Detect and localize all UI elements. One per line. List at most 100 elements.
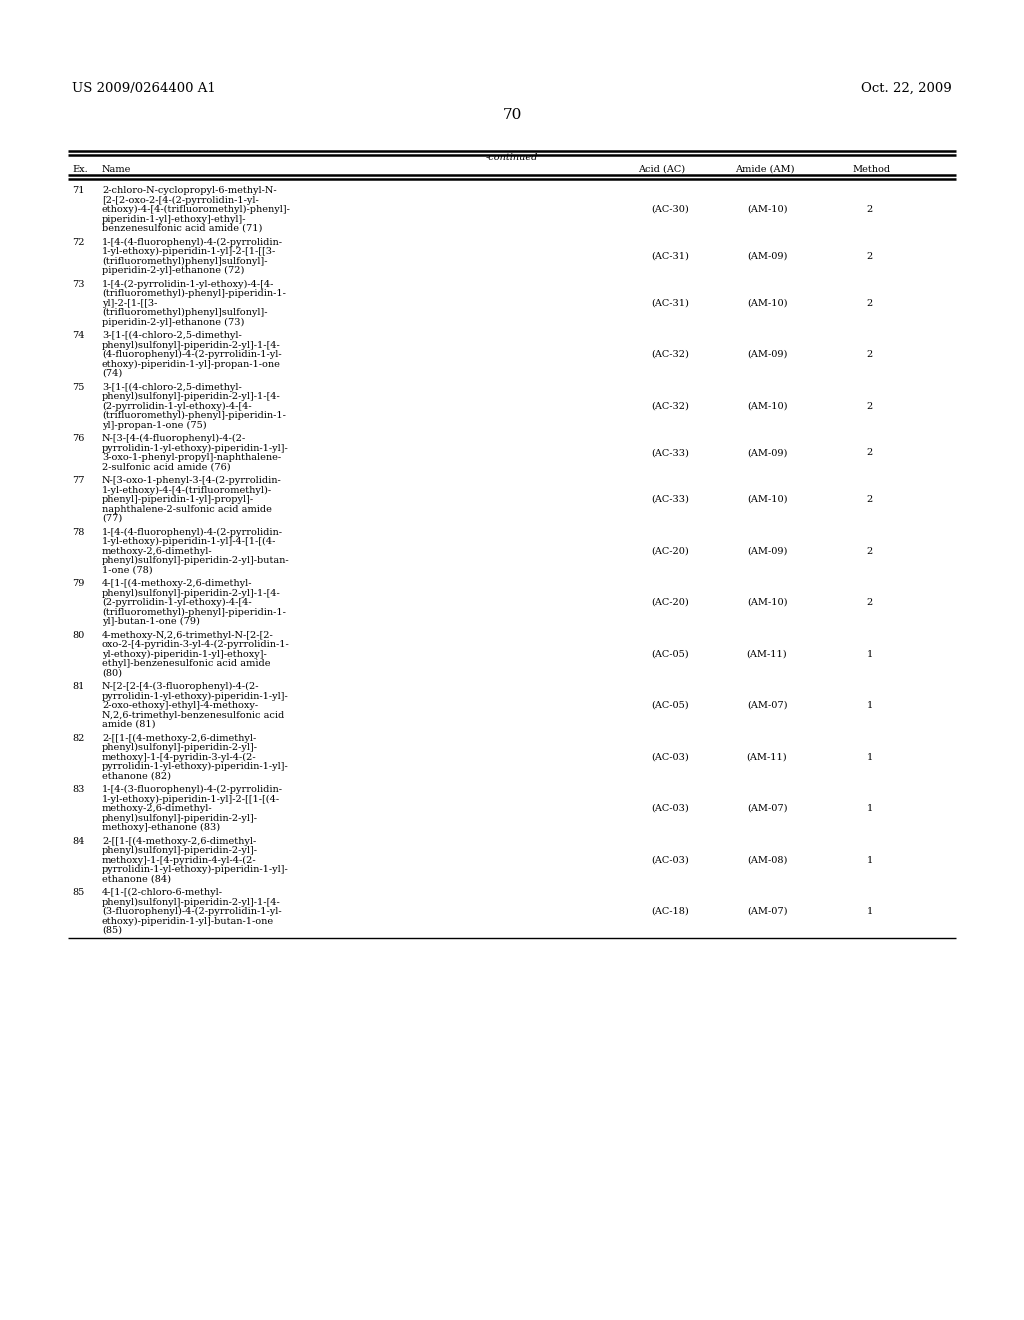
Text: 2-oxo-ethoxy]-ethyl]-4-methoxy-: 2-oxo-ethoxy]-ethyl]-4-methoxy- <box>102 701 258 710</box>
Text: 78: 78 <box>72 528 84 536</box>
Text: 79: 79 <box>72 579 84 587</box>
Text: (AC-32): (AC-32) <box>651 350 689 359</box>
Text: methoxy]-1-[4-pyridin-3-yl-4-(2-: methoxy]-1-[4-pyridin-3-yl-4-(2- <box>102 752 257 762</box>
Text: (AM-10): (AM-10) <box>746 598 787 607</box>
Text: phenyl]-piperidin-1-yl]-propyl]-: phenyl]-piperidin-1-yl]-propyl]- <box>102 495 254 504</box>
Text: (AM-09): (AM-09) <box>746 449 787 457</box>
Text: 2-chloro-N-cyclopropyl-6-methyl-N-: 2-chloro-N-cyclopropyl-6-methyl-N- <box>102 186 276 195</box>
Text: pyrrolidin-1-yl-ethoxy)-piperidin-1-yl]-: pyrrolidin-1-yl-ethoxy)-piperidin-1-yl]- <box>102 444 289 453</box>
Text: (trifluoromethyl)phenyl]sulfonyl]-: (trifluoromethyl)phenyl]sulfonyl]- <box>102 308 267 317</box>
Text: (AM-08): (AM-08) <box>746 855 787 865</box>
Text: N-[3-oxo-1-phenyl-3-[4-(2-pyrrolidin-: N-[3-oxo-1-phenyl-3-[4-(2-pyrrolidin- <box>102 477 282 486</box>
Text: 82: 82 <box>72 734 84 743</box>
Text: (AM-11): (AM-11) <box>746 649 787 659</box>
Text: methoxy]-1-[4-pyridin-4-yl-4-(2-: methoxy]-1-[4-pyridin-4-yl-4-(2- <box>102 855 257 865</box>
Text: (AM-10): (AM-10) <box>746 495 787 504</box>
Text: [2-[2-oxo-2-[4-(2-pyrrolidin-1-yl-: [2-[2-oxo-2-[4-(2-pyrrolidin-1-yl- <box>102 195 259 205</box>
Text: 1-[4-(3-fluorophenyl)-4-(2-pyrrolidin-: 1-[4-(3-fluorophenyl)-4-(2-pyrrolidin- <box>102 785 283 795</box>
Text: piperidin-1-yl]-ethoxy]-ethyl]-: piperidin-1-yl]-ethoxy]-ethyl]- <box>102 215 247 223</box>
Text: N,2,6-trimethyl-benzenesulfonic acid: N,2,6-trimethyl-benzenesulfonic acid <box>102 710 285 719</box>
Text: 1-yl-ethoxy)-4-[4-(trifluoromethyl)-: 1-yl-ethoxy)-4-[4-(trifluoromethyl)- <box>102 486 272 495</box>
Text: 2: 2 <box>867 252 873 261</box>
Text: 2: 2 <box>867 205 873 214</box>
Text: (AM-07): (AM-07) <box>746 701 787 710</box>
Text: 1-[4-(2-pyrrolidin-1-yl-ethoxy)-4-[4-: 1-[4-(2-pyrrolidin-1-yl-ethoxy)-4-[4- <box>102 280 274 289</box>
Text: 76: 76 <box>72 434 84 444</box>
Text: 2: 2 <box>867 598 873 607</box>
Text: phenyl)sulfonyl]-piperidin-2-yl]-1-[4-: phenyl)sulfonyl]-piperidin-2-yl]-1-[4- <box>102 392 281 401</box>
Text: 2: 2 <box>867 298 873 308</box>
Text: pyrrolidin-1-yl-ethoxy)-piperidin-1-yl]-: pyrrolidin-1-yl-ethoxy)-piperidin-1-yl]- <box>102 762 289 771</box>
Text: US 2009/0264400 A1: US 2009/0264400 A1 <box>72 82 216 95</box>
Text: (AC-31): (AC-31) <box>651 252 689 261</box>
Text: 2-sulfonic acid amide (76): 2-sulfonic acid amide (76) <box>102 462 230 471</box>
Text: 2: 2 <box>867 546 873 556</box>
Text: 77: 77 <box>72 477 85 484</box>
Text: (AC-05): (AC-05) <box>651 649 689 659</box>
Text: (AC-31): (AC-31) <box>651 298 689 308</box>
Text: (AM-09): (AM-09) <box>746 546 787 556</box>
Text: pyrrolidin-1-yl-ethoxy)-piperidin-1-yl]-: pyrrolidin-1-yl-ethoxy)-piperidin-1-yl]- <box>102 865 289 874</box>
Text: 2: 2 <box>867 495 873 504</box>
Text: 74: 74 <box>72 331 85 341</box>
Text: (AC-20): (AC-20) <box>651 598 689 607</box>
Text: phenyl)sulfonyl]-piperidin-2-yl]-1-[4-: phenyl)sulfonyl]-piperidin-2-yl]-1-[4- <box>102 589 281 598</box>
Text: 83: 83 <box>72 785 84 795</box>
Text: 2-[[1-[(4-methoxy-2,6-dimethyl-: 2-[[1-[(4-methoxy-2,6-dimethyl- <box>102 837 256 846</box>
Text: (AM-09): (AM-09) <box>746 252 787 261</box>
Text: piperidin-2-yl]-ethanone (73): piperidin-2-yl]-ethanone (73) <box>102 318 245 326</box>
Text: -continued: -continued <box>485 153 539 162</box>
Text: phenyl)sulfonyl]-piperidin-2-yl]-: phenyl)sulfonyl]-piperidin-2-yl]- <box>102 743 258 752</box>
Text: 1-[4-(4-fluorophenyl)-4-(2-pyrrolidin-: 1-[4-(4-fluorophenyl)-4-(2-pyrrolidin- <box>102 238 283 247</box>
Text: (AC-05): (AC-05) <box>651 701 689 710</box>
Text: 70: 70 <box>503 108 521 121</box>
Text: (AM-11): (AM-11) <box>746 752 787 762</box>
Text: 71: 71 <box>72 186 85 195</box>
Text: oxo-2-[4-pyridin-3-yl-4-(2-pyrrolidin-1-: oxo-2-[4-pyridin-3-yl-4-(2-pyrrolidin-1- <box>102 640 290 649</box>
Text: ethanone (84): ethanone (84) <box>102 875 171 883</box>
Text: ethoxy)-piperidin-1-yl]-propan-1-one: ethoxy)-piperidin-1-yl]-propan-1-one <box>102 359 281 368</box>
Text: phenyl)sulfonyl]-piperidin-2-yl]-: phenyl)sulfonyl]-piperidin-2-yl]- <box>102 846 258 855</box>
Text: 2: 2 <box>867 401 873 411</box>
Text: ethanone (82): ethanone (82) <box>102 771 171 780</box>
Text: (AC-03): (AC-03) <box>651 855 689 865</box>
Text: yl]-2-[1-[[3-: yl]-2-[1-[[3- <box>102 298 158 308</box>
Text: yl]-butan-1-one (79): yl]-butan-1-one (79) <box>102 616 200 626</box>
Text: (trifluoromethyl)-phenyl]-piperidin-1-: (trifluoromethyl)-phenyl]-piperidin-1- <box>102 411 286 420</box>
Text: phenyl)sulfonyl]-piperidin-2-yl]-1-[4-: phenyl)sulfonyl]-piperidin-2-yl]-1-[4- <box>102 898 281 907</box>
Text: methoxy-2,6-dimethyl-: methoxy-2,6-dimethyl- <box>102 546 213 556</box>
Text: 84: 84 <box>72 837 84 846</box>
Text: (85): (85) <box>102 927 122 935</box>
Text: (74): (74) <box>102 370 122 378</box>
Text: 73: 73 <box>72 280 85 289</box>
Text: (AM-10): (AM-10) <box>746 205 787 214</box>
Text: (AC-33): (AC-33) <box>651 449 689 457</box>
Text: (80): (80) <box>102 668 122 677</box>
Text: (AC-33): (AC-33) <box>651 495 689 504</box>
Text: (AM-10): (AM-10) <box>746 401 787 411</box>
Text: phenyl)sulfonyl]-piperidin-2-yl]-butan-: phenyl)sulfonyl]-piperidin-2-yl]-butan- <box>102 556 290 565</box>
Text: Oct. 22, 2009: Oct. 22, 2009 <box>861 82 952 95</box>
Text: 1: 1 <box>867 752 873 762</box>
Text: (77): (77) <box>102 513 122 523</box>
Text: phenyl)sulfonyl]-piperidin-2-yl]-: phenyl)sulfonyl]-piperidin-2-yl]- <box>102 813 258 822</box>
Text: (trifluoromethyl)-phenyl]-piperidin-1-: (trifluoromethyl)-phenyl]-piperidin-1- <box>102 607 286 616</box>
Text: 3-oxo-1-phenyl-propyl]-naphthalene-: 3-oxo-1-phenyl-propyl]-naphthalene- <box>102 453 282 462</box>
Text: 2: 2 <box>867 449 873 457</box>
Text: ethoxy)-4-[4-(trifluoromethyl)-phenyl]-: ethoxy)-4-[4-(trifluoromethyl)-phenyl]- <box>102 205 291 214</box>
Text: (trifluoromethyl)-phenyl]-piperidin-1-: (trifluoromethyl)-phenyl]-piperidin-1- <box>102 289 286 298</box>
Text: (AC-20): (AC-20) <box>651 546 689 556</box>
Text: 1: 1 <box>867 701 873 710</box>
Text: Amide (AM): Amide (AM) <box>735 165 795 174</box>
Text: methoxy-2,6-dimethyl-: methoxy-2,6-dimethyl- <box>102 804 213 813</box>
Text: 1-yl-ethoxy)-piperidin-1-yl]-4-[1-[(4-: 1-yl-ethoxy)-piperidin-1-yl]-4-[1-[(4- <box>102 537 276 546</box>
Text: N-[2-[2-[4-(3-fluorophenyl)-4-(2-: N-[2-[2-[4-(3-fluorophenyl)-4-(2- <box>102 682 259 692</box>
Text: 2: 2 <box>867 350 873 359</box>
Text: piperidin-2-yl]-ethanone (72): piperidin-2-yl]-ethanone (72) <box>102 267 245 275</box>
Text: ethoxy)-piperidin-1-yl]-butan-1-one: ethoxy)-piperidin-1-yl]-butan-1-one <box>102 916 274 925</box>
Text: Name: Name <box>102 165 131 174</box>
Text: (2-pyrrolidin-1-yl-ethoxy)-4-[4-: (2-pyrrolidin-1-yl-ethoxy)-4-[4- <box>102 401 252 411</box>
Text: 2-[[1-[(4-methoxy-2,6-dimethyl-: 2-[[1-[(4-methoxy-2,6-dimethyl- <box>102 734 256 743</box>
Text: 1-yl-ethoxy)-piperidin-1-yl]-2-[[1-[(4-: 1-yl-ethoxy)-piperidin-1-yl]-2-[[1-[(4- <box>102 795 281 804</box>
Text: (AC-03): (AC-03) <box>651 752 689 762</box>
